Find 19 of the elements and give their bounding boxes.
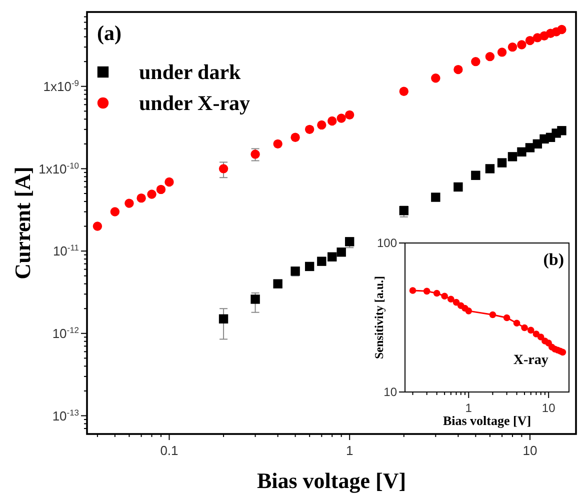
series-label: X-ray	[513, 353, 548, 368]
y-tick-label: 100	[376, 236, 398, 250]
x-tick-label: 1	[465, 401, 472, 415]
y-tick-label: 1x10$^{-10}$	[38, 160, 80, 176]
x-tick-label: 0.1	[160, 443, 178, 458]
y-axis-title: Current [A]	[10, 166, 35, 280]
y-tick-label: 10$^{-12}$	[52, 324, 80, 341]
y-tick-label: 10$^{-13}$	[52, 407, 80, 424]
annotation: (b)	[543, 250, 564, 269]
y-tick-label: 10$^{-11}$	[52, 242, 80, 259]
y-tick-label: 1x10$^{-9}$	[43, 78, 80, 94]
x-tick-label: 1	[346, 443, 354, 458]
x-tick-label: 10	[522, 443, 538, 458]
x-axis-title: Bias voltage [V]	[442, 413, 532, 428]
x-axis-title: Bias voltage [V]	[256, 468, 406, 493]
legend-label: under X-ray	[139, 91, 251, 115]
annotation: (a)	[97, 21, 122, 45]
y-axis-title: Sensitivity [a.u.]	[372, 276, 386, 360]
legend-label: under dark	[139, 60, 242, 84]
